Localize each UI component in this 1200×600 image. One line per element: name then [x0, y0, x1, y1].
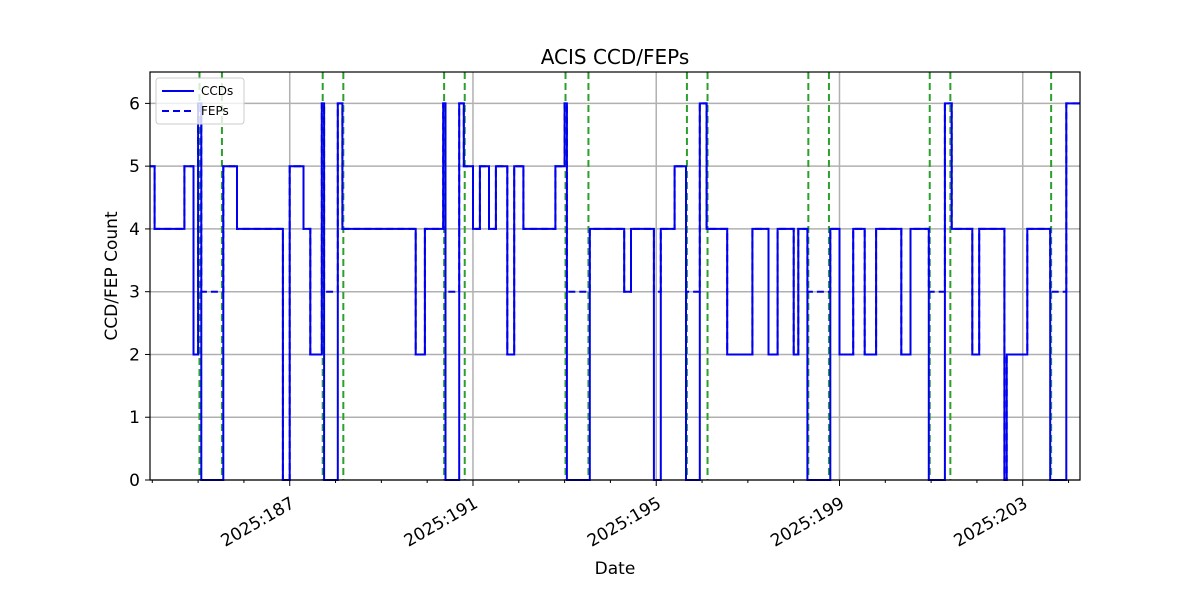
legend: CCDs FEPs: [155, 77, 245, 125]
y-tick-label-0: 0: [129, 471, 140, 491]
series-lines: [150, 102, 1080, 481]
y-tick-label-6: 6: [129, 94, 140, 114]
y-tick-label-4: 4: [129, 220, 140, 240]
plot-area: [150, 72, 1080, 480]
chart-title: ACIS CCD/FEPs: [541, 45, 690, 69]
plot-frame: [149, 71, 1081, 481]
y-tick-label-3: 3: [129, 283, 140, 303]
x-axis-label: Date: [595, 559, 636, 579]
legend-box: [155, 77, 245, 125]
y-tick-label-5: 5: [129, 157, 140, 177]
series-line-feps: [150, 102, 1080, 481]
y-tick-label-1: 1: [129, 408, 140, 428]
y-axis-ticks: 0 1 2 3 4 5 6: [129, 94, 150, 491]
plot-background: [150, 72, 1080, 480]
legend-label-ccds: CCDs: [201, 84, 233, 98]
y-axis-label: CCD/FEP Count: [102, 211, 122, 341]
legend-label-feps: FEPs: [201, 104, 229, 118]
y-tick-label-2: 2: [129, 345, 140, 365]
plot-border: [149, 71, 1081, 481]
